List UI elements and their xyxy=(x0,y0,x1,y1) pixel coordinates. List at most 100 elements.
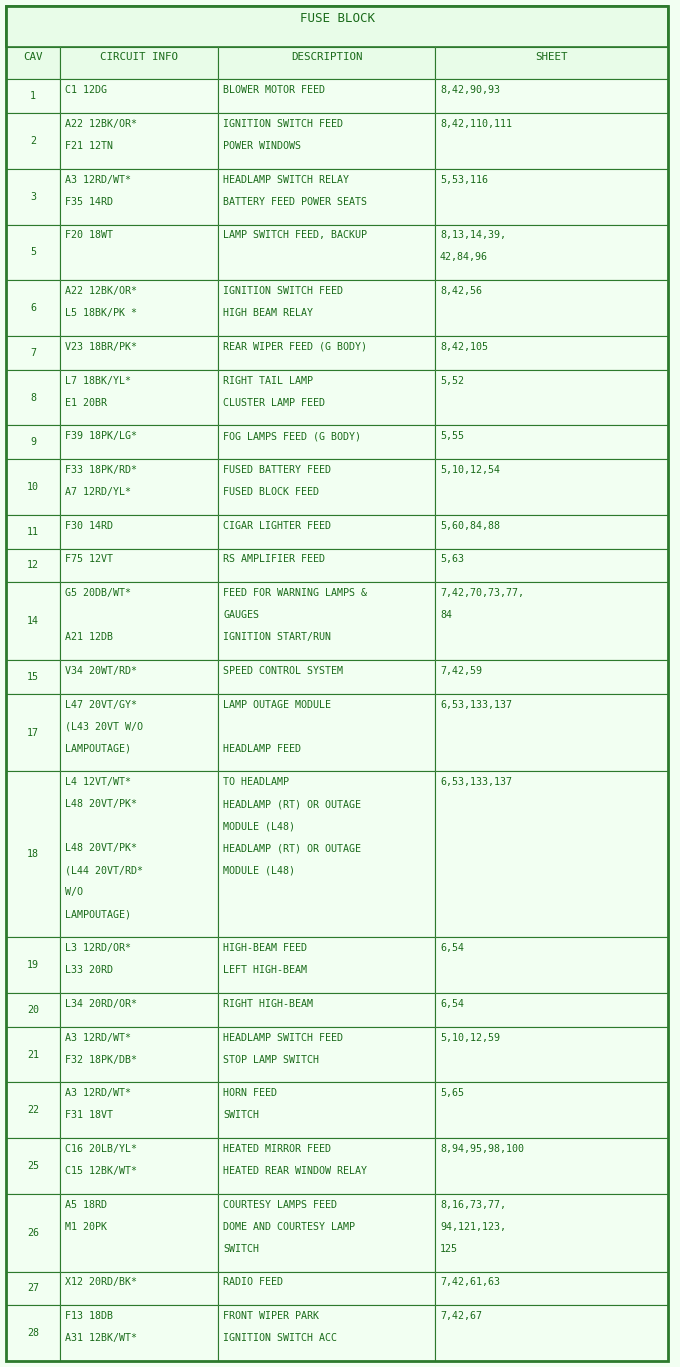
Bar xyxy=(6,694,60,771)
Bar xyxy=(6,548,60,582)
Bar xyxy=(218,548,435,582)
Bar xyxy=(218,336,435,369)
Text: L5 18BK/PK *: L5 18BK/PK * xyxy=(65,308,137,319)
Bar xyxy=(60,1027,218,1083)
Text: HEATED REAR WINDOW RELAY: HEATED REAR WINDOW RELAY xyxy=(223,1166,367,1176)
Bar xyxy=(6,1027,60,1083)
Text: 7,42,59: 7,42,59 xyxy=(440,666,482,675)
Bar xyxy=(435,280,668,336)
Bar xyxy=(6,425,60,459)
Text: 22: 22 xyxy=(27,1106,39,1115)
Text: 7,42,61,63: 7,42,61,63 xyxy=(440,1277,500,1288)
Bar xyxy=(6,425,60,459)
Text: 8,16,73,77,: 8,16,73,77, xyxy=(440,1200,506,1210)
Text: RIGHT TAIL LAMP: RIGHT TAIL LAMP xyxy=(223,376,313,385)
Text: 26: 26 xyxy=(27,1228,39,1237)
Bar xyxy=(218,771,435,938)
Text: CLUSTER LAMP FEED: CLUSTER LAMP FEED xyxy=(223,398,325,407)
Bar xyxy=(6,992,60,1027)
Bar xyxy=(6,582,60,660)
Text: 6,53,133,137: 6,53,133,137 xyxy=(440,700,512,709)
Bar xyxy=(6,771,60,938)
Text: 12: 12 xyxy=(27,560,39,570)
Bar xyxy=(218,280,435,336)
Text: FUSED BLOCK FEED: FUSED BLOCK FEED xyxy=(223,487,319,498)
Text: IGNITION SWITCH FEED: IGNITION SWITCH FEED xyxy=(223,286,343,297)
Text: LAMP SWITCH FEED, BACKUP: LAMP SWITCH FEED, BACKUP xyxy=(223,231,367,241)
Text: 5,55: 5,55 xyxy=(440,431,464,442)
Bar xyxy=(218,660,435,694)
Bar xyxy=(6,1271,60,1305)
Text: F21 12TN: F21 12TN xyxy=(65,141,113,150)
Bar xyxy=(435,582,668,660)
Text: FUSED BATTERY FEED: FUSED BATTERY FEED xyxy=(223,465,331,474)
Text: HEADLAMP SWITCH RELAY: HEADLAMP SWITCH RELAY xyxy=(223,175,349,185)
Bar xyxy=(60,660,218,694)
Bar xyxy=(60,1193,218,1271)
Bar xyxy=(60,771,218,938)
Bar xyxy=(6,694,60,771)
Text: HIGH-BEAM FEED: HIGH-BEAM FEED xyxy=(223,943,307,953)
Bar xyxy=(435,168,668,224)
Bar xyxy=(6,459,60,515)
Bar xyxy=(218,1271,435,1305)
Bar xyxy=(6,224,60,280)
Bar xyxy=(218,1305,435,1362)
Bar xyxy=(6,1305,60,1362)
Text: L33 20RD: L33 20RD xyxy=(65,965,113,975)
Bar xyxy=(435,224,668,280)
Text: C16 20LB/YL*: C16 20LB/YL* xyxy=(65,1144,137,1154)
Text: SWITCH: SWITCH xyxy=(223,1110,259,1120)
Text: 5,65: 5,65 xyxy=(440,1088,464,1098)
Text: 5: 5 xyxy=(30,247,36,257)
Bar xyxy=(218,79,435,113)
Text: A31 12BK/WT*: A31 12BK/WT* xyxy=(65,1333,137,1344)
Bar xyxy=(60,1193,218,1271)
Text: LAMPOUTAGE): LAMPOUTAGE) xyxy=(65,744,131,753)
Text: REAR WIPER FEED (G BODY): REAR WIPER FEED (G BODY) xyxy=(223,342,367,351)
Bar xyxy=(435,1139,668,1193)
Bar xyxy=(435,548,668,582)
Bar xyxy=(435,46,668,79)
Bar xyxy=(60,694,218,771)
Bar xyxy=(60,548,218,582)
Text: 2: 2 xyxy=(30,135,36,146)
Bar xyxy=(60,168,218,224)
Bar xyxy=(218,459,435,515)
Bar xyxy=(60,224,218,280)
Text: 6,53,133,137: 6,53,133,137 xyxy=(440,778,512,787)
Text: IGNITION SWITCH FEED: IGNITION SWITCH FEED xyxy=(223,119,343,128)
Text: 84: 84 xyxy=(440,610,452,621)
Bar xyxy=(60,515,218,548)
Bar xyxy=(218,515,435,548)
Text: F31 18VT: F31 18VT xyxy=(65,1110,113,1120)
Bar xyxy=(6,1083,60,1139)
Bar xyxy=(435,694,668,771)
Bar xyxy=(218,113,435,168)
Bar xyxy=(218,582,435,660)
Bar xyxy=(435,938,668,992)
Bar xyxy=(6,1139,60,1193)
Bar xyxy=(435,1139,668,1193)
Bar xyxy=(6,46,60,79)
Bar xyxy=(435,694,668,771)
Bar xyxy=(6,1139,60,1193)
Text: 17: 17 xyxy=(27,727,39,738)
Bar xyxy=(218,1305,435,1362)
Bar xyxy=(60,1139,218,1193)
Bar xyxy=(60,938,218,992)
Bar xyxy=(435,515,668,548)
Text: 18: 18 xyxy=(27,849,39,860)
Bar xyxy=(60,336,218,369)
Text: HEADLAMP FEED: HEADLAMP FEED xyxy=(223,744,301,753)
Bar xyxy=(218,336,435,369)
Bar xyxy=(218,1083,435,1139)
Text: A7 12RD/YL*: A7 12RD/YL* xyxy=(65,487,131,498)
Text: X12 20RD/BK*: X12 20RD/BK* xyxy=(65,1277,137,1288)
Bar xyxy=(6,1193,60,1271)
Bar xyxy=(6,1193,60,1271)
Text: DESCRIPTION: DESCRIPTION xyxy=(291,52,362,62)
Text: 21: 21 xyxy=(27,1050,39,1059)
Text: HIGH BEAM RELAY: HIGH BEAM RELAY xyxy=(223,308,313,319)
Text: 5,10,12,54: 5,10,12,54 xyxy=(440,465,500,474)
